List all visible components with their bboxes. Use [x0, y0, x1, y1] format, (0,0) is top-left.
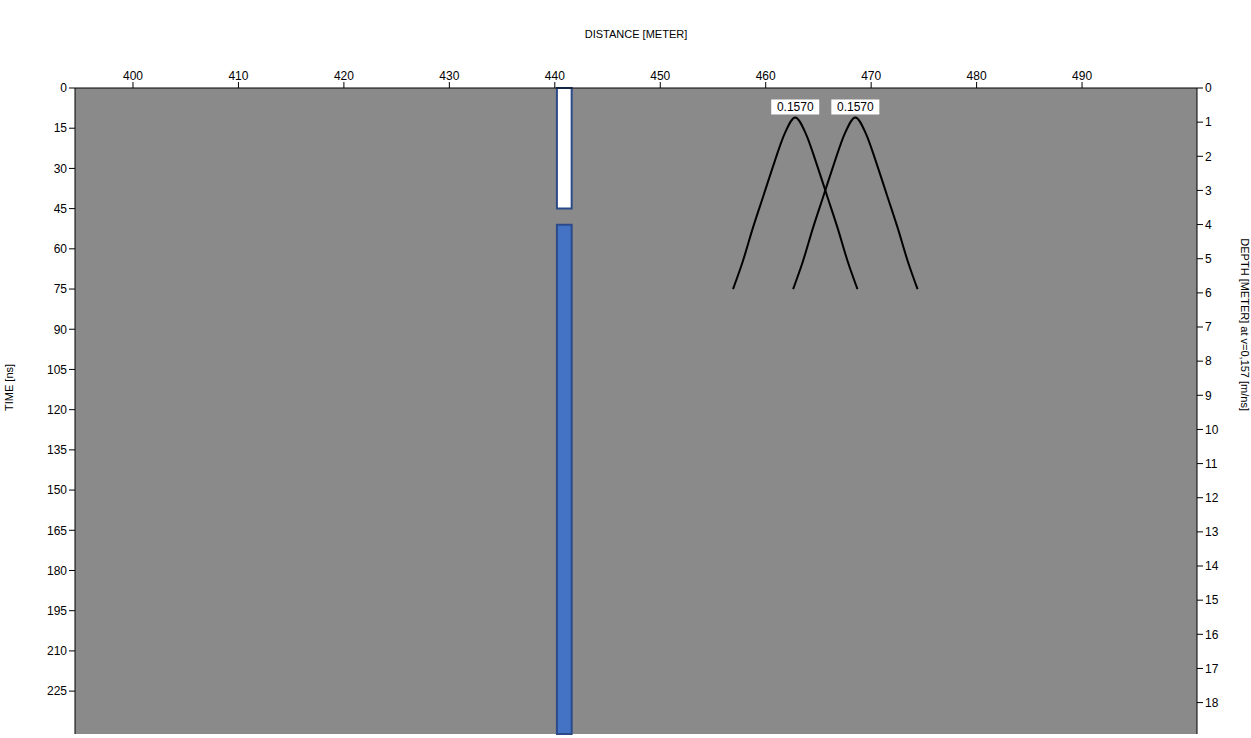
svg-text:60: 60 — [54, 242, 68, 256]
svg-text:75: 75 — [54, 282, 68, 296]
svg-text:DISTANCE [METER]: DISTANCE [METER] — [585, 28, 687, 40]
svg-text:150: 150 — [47, 483, 67, 497]
svg-text:8: 8 — [1205, 354, 1212, 368]
svg-text:195: 195 — [47, 604, 67, 618]
svg-text:410: 410 — [228, 69, 248, 83]
svg-text:0.1570: 0.1570 — [837, 100, 874, 114]
svg-text:15: 15 — [54, 121, 68, 135]
svg-text:6: 6 — [1205, 286, 1212, 300]
svg-text:3: 3 — [1205, 184, 1212, 198]
svg-text:13: 13 — [1205, 525, 1219, 539]
svg-text:11: 11 — [1205, 457, 1218, 471]
svg-text:DEPTH [METER] at v=0,157 [m/ns: DEPTH [METER] at v=0,157 [m/ns] — [1239, 238, 1251, 411]
svg-text:400: 400 — [123, 69, 143, 83]
svg-text:1: 1 — [1205, 115, 1212, 129]
svg-text:225: 225 — [47, 684, 67, 698]
svg-text:10: 10 — [1205, 423, 1219, 437]
svg-text:4: 4 — [1205, 218, 1212, 232]
svg-text:135: 135 — [47, 443, 67, 457]
svg-text:180: 180 — [47, 564, 67, 578]
svg-text:TIME [ns]: TIME [ns] — [3, 364, 15, 411]
svg-text:460: 460 — [756, 69, 776, 83]
svg-text:480: 480 — [967, 69, 987, 83]
svg-text:440: 440 — [545, 69, 565, 83]
svg-text:17: 17 — [1205, 662, 1219, 676]
svg-text:0: 0 — [60, 81, 67, 95]
svg-text:7: 7 — [1205, 320, 1212, 334]
svg-text:16: 16 — [1205, 628, 1219, 642]
svg-text:490: 490 — [1072, 69, 1092, 83]
svg-text:12: 12 — [1205, 491, 1219, 505]
svg-text:18: 18 — [1205, 696, 1219, 710]
svg-text:120: 120 — [47, 403, 67, 417]
svg-text:470: 470 — [861, 69, 881, 83]
svg-text:45: 45 — [54, 202, 68, 216]
svg-text:14: 14 — [1205, 559, 1219, 573]
svg-text:15: 15 — [1205, 593, 1219, 607]
svg-text:5: 5 — [1205, 252, 1212, 266]
svg-text:9: 9 — [1205, 389, 1212, 403]
svg-text:430: 430 — [439, 69, 459, 83]
svg-text:420: 420 — [334, 69, 354, 83]
svg-text:2: 2 — [1205, 150, 1212, 164]
svg-text:450: 450 — [650, 69, 670, 83]
svg-text:90: 90 — [54, 323, 68, 337]
svg-text:210: 210 — [47, 644, 67, 658]
svg-text:165: 165 — [47, 524, 67, 538]
svg-text:0: 0 — [1205, 81, 1212, 95]
svg-text:105: 105 — [47, 363, 67, 377]
svg-text:30: 30 — [54, 162, 68, 176]
svg-text:0.1570: 0.1570 — [777, 100, 814, 114]
